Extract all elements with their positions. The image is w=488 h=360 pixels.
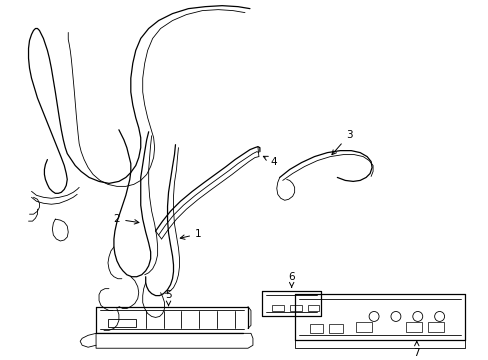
Text: 3: 3 bbox=[331, 130, 352, 155]
Bar bbox=[108, 319, 136, 327]
Text: 7: 7 bbox=[413, 341, 419, 358]
Text: 1: 1 bbox=[180, 229, 201, 239]
Bar bbox=[289, 305, 301, 311]
Bar bbox=[271, 305, 283, 311]
Bar bbox=[355, 323, 371, 332]
Bar bbox=[307, 305, 319, 311]
Text: 5: 5 bbox=[165, 289, 171, 306]
Text: 4: 4 bbox=[263, 156, 277, 167]
Text: 6: 6 bbox=[288, 272, 294, 287]
Text: 2: 2 bbox=[113, 214, 139, 224]
Bar bbox=[309, 324, 323, 333]
Bar bbox=[427, 323, 443, 332]
Bar bbox=[405, 323, 421, 332]
Bar bbox=[329, 324, 343, 333]
